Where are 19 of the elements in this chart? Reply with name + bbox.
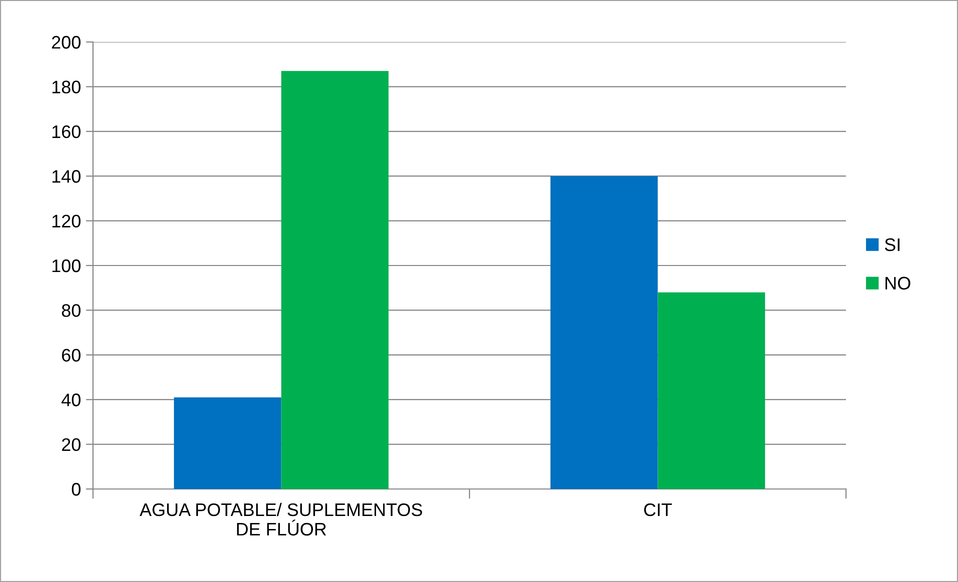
y-tick-label: 140 [52, 170, 80, 183]
x-tick-label: AGUA POTABLE/ SUPLEMENTOS DE FLÚOR [140, 502, 422, 536]
y-tick-label: 40 [62, 394, 80, 406]
bar [550, 176, 658, 489]
y-tick-label: 200 [52, 36, 80, 49]
y-tick-label: 160 [52, 125, 80, 138]
y-tick-label: 80 [62, 304, 80, 317]
x-tick-label: CIT [644, 503, 672, 516]
bar [658, 292, 766, 489]
bar [174, 397, 282, 489]
legend-label: NO [886, 276, 910, 290]
y-tick-label: 120 [52, 214, 80, 228]
y-tick-label: 0 [72, 482, 80, 496]
y-tick-label: 60 [62, 348, 80, 362]
bar [281, 71, 389, 489]
y-tick-label: 180 [52, 80, 80, 94]
y-tick-label: 100 [52, 259, 80, 272]
y-tick-label: 20 [62, 438, 80, 452]
legend-label: SI [884, 238, 900, 252]
